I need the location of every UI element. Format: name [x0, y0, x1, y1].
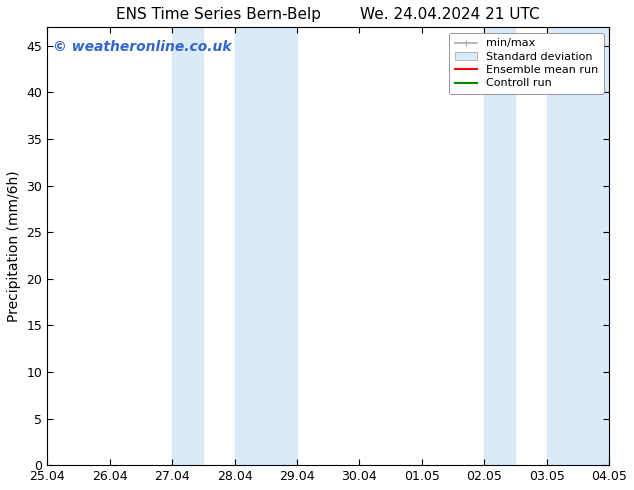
Legend: min/max, Standard deviation, Ensemble mean run, Controll run: min/max, Standard deviation, Ensemble me…	[449, 33, 604, 94]
Bar	[172, 27, 204, 465]
Bar	[484, 27, 515, 465]
Title: ENS Time Series Bern-Belp        We. 24.04.2024 21 UTC: ENS Time Series Bern-Belp We. 24.04.2024…	[117, 7, 540, 22]
Bar	[235, 27, 297, 465]
Y-axis label: Precipitation (mm/6h): Precipitation (mm/6h)	[7, 171, 21, 322]
Bar	[547, 27, 609, 465]
Text: © weatheronline.co.uk: © weatheronline.co.uk	[53, 40, 231, 54]
